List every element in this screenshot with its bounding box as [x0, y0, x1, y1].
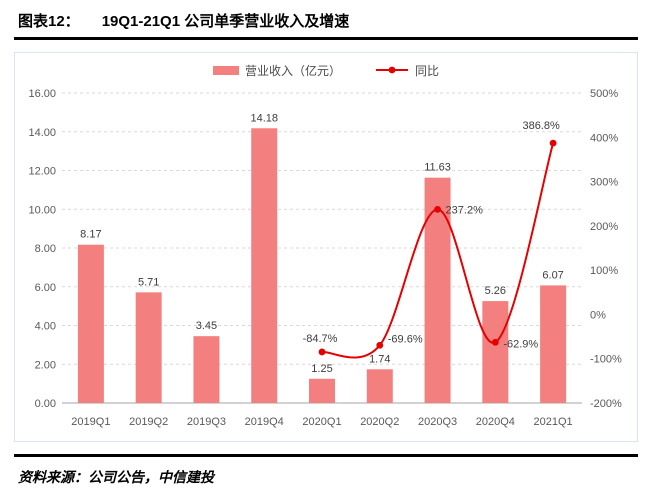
legend-item-revenue: 营业收入（亿元）: [212, 62, 341, 79]
left-axis-tick-label: 0.00: [35, 398, 56, 410]
yoy-point-label: -62.9%: [503, 338, 538, 350]
category-label: 2019Q3: [187, 416, 226, 428]
category-label: 2020Q1: [302, 416, 341, 428]
legend-label-yoy: 同比: [415, 63, 440, 78]
yoy-point-marker: [434, 205, 441, 213]
left-axis-tick-label: 12.00: [28, 166, 56, 178]
yoy-point-marker: [549, 139, 557, 147]
yoy-point-marker: [318, 348, 326, 356]
bar-value-label: 3.45: [196, 320, 217, 332]
right-axis-tick-label: 300%: [590, 177, 618, 189]
left-axis-tick-label: 2.00: [35, 359, 56, 371]
yoy-point-label: -84.7%: [303, 333, 338, 345]
yoy-point-marker: [491, 338, 499, 346]
legend-item-yoy: 同比: [375, 62, 439, 79]
yoy-point-label: 386.8%: [522, 120, 560, 132]
revenue-bar: [540, 285, 567, 403]
revenue-bar: [251, 128, 278, 403]
bottom-divider: [14, 454, 638, 457]
top-divider: [14, 37, 638, 40]
bar-value-label: 1.74: [369, 353, 390, 365]
revenue-bar: [366, 369, 393, 403]
bar-value-label: 5.26: [485, 285, 506, 297]
bar-value-label: 14.18: [250, 112, 278, 124]
revenue-bar: [77, 244, 104, 403]
left-axis-tick-label: 16.00: [28, 88, 56, 100]
chart: 营业收入（亿元） 同比 0.00 2.00 4.00 6.00 8.00 10.00 12.…: [14, 52, 638, 442]
category-label: 2019Q4: [245, 416, 284, 428]
yoy-point-marker: [376, 341, 384, 349]
yoy-point-label: 237.2%: [446, 204, 484, 216]
category-label: 2020Q3: [418, 416, 457, 428]
right-axis-tick-label: 0%: [590, 309, 606, 321]
figure-number: 图表12：: [18, 13, 80, 30]
right-axis-tick-label: 200%: [590, 221, 618, 233]
category-label: 2020Q4: [476, 416, 515, 428]
left-axis-tick-label: 14.00: [28, 127, 56, 139]
bar-value-label: 8.17: [80, 229, 101, 241]
chart-header: 图表12： 19Q1-21Q1 公司单季营业收入及增速: [0, 0, 652, 37]
bar-value-label: 6.07: [542, 269, 563, 281]
revenue-bar-swatch-icon: [212, 65, 239, 75]
revenue-bar: [193, 336, 220, 403]
legend-label-revenue: 营业收入（亿元）: [244, 63, 341, 78]
left-axis-tick-label: 8.00: [35, 243, 56, 255]
bar-value-label: 5.71: [138, 276, 159, 288]
category-label: 2019Q2: [129, 416, 168, 428]
revenue-bar: [309, 378, 335, 403]
left-axis-tick-label: 4.00: [35, 321, 56, 333]
source-note: 资料来源：公司公告，中信建投: [18, 471, 214, 486]
right-axis-tick-label: -200%: [590, 398, 622, 410]
category-label: 2021Q1: [534, 416, 573, 428]
yoy-point-label: -69.6%: [388, 333, 423, 345]
category-label: 2019Q1: [71, 416, 110, 428]
left-axis-tick-label: 10.00: [28, 204, 56, 216]
yoy-line-swatch-icon: [376, 66, 408, 74]
revenue-bar: [482, 301, 509, 403]
figure-title: 19Q1-21Q1 公司单季营业收入及增速: [101, 13, 350, 30]
bar-value-label: 1.25: [311, 363, 332, 375]
right-axis-tick-label: 500%: [590, 88, 618, 100]
right-axis-tick-label: -100%: [590, 354, 622, 366]
revenue-bar: [135, 292, 162, 403]
left-axis-tick-label: 6.00: [35, 282, 56, 294]
bar-value-label: 11.63: [424, 162, 451, 174]
category-label: 2020Q2: [360, 416, 399, 428]
legend: 营业收入（亿元） 同比: [15, 61, 637, 79]
right-axis-tick-label: 400%: [590, 132, 618, 144]
chart-canvas: 0.00 2.00 4.00 6.00 8.00 10.00 12.00 14.00 16.00…: [28, 88, 622, 428]
right-axis-tick-label: 100%: [590, 265, 618, 277]
